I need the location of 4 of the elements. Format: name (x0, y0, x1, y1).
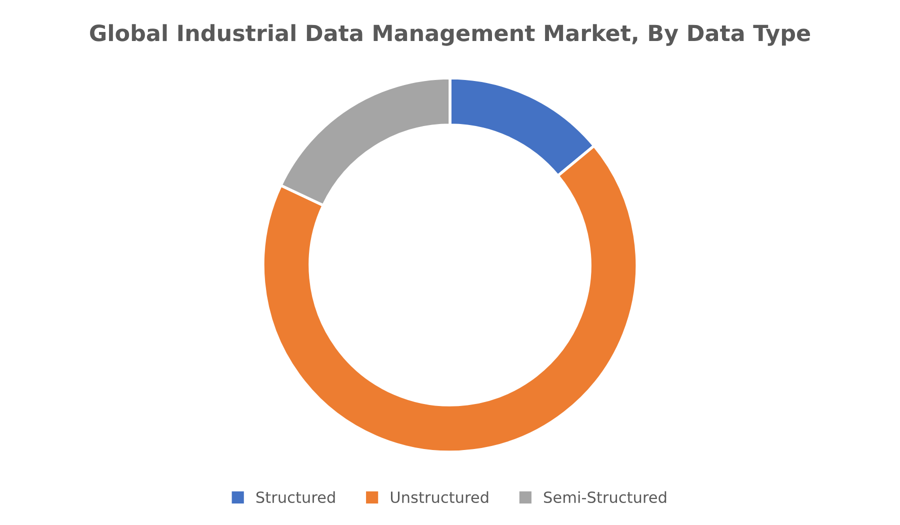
chart-title: Global Industrial Data Management Market, By Data Type (90, 24, 810, 46)
legend-label: Unstructured (390, 491, 488, 504)
legend-label: Structured (256, 491, 335, 504)
legend-label: Semi-Structured (544, 491, 666, 504)
